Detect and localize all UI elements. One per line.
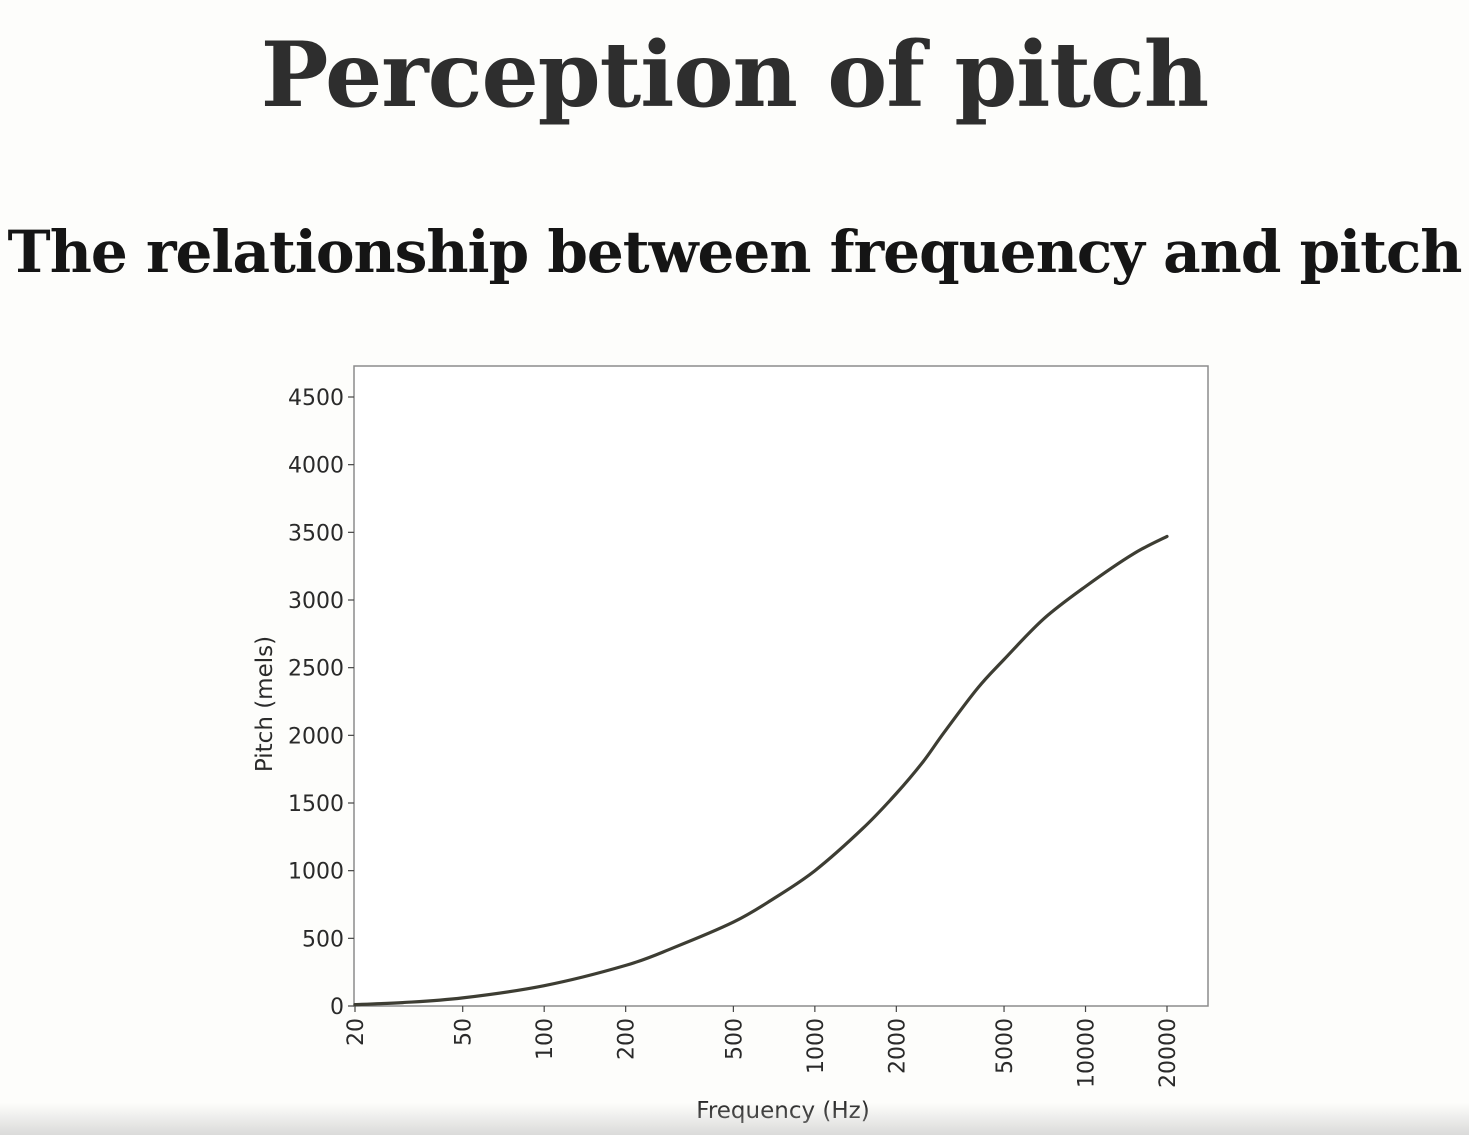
x-tick-label: 5000 [993, 1018, 1018, 1074]
x-tick-label: 100 [533, 1018, 558, 1060]
y-tick-label: 1000 [288, 860, 344, 885]
x-axis-label: Frequency (Hz) [696, 1098, 869, 1124]
y-tick-label: 4000 [288, 454, 344, 479]
y-tick-label: 2500 [288, 657, 344, 682]
x-tick-label: 500 [722, 1018, 747, 1060]
y-tick-label: 2000 [288, 724, 344, 749]
y-tick-label: 500 [302, 927, 344, 952]
x-tick-label: 20 [344, 1018, 369, 1046]
y-tick-label: 0 [330, 995, 344, 1020]
slide-title: Perception of pitch [260, 22, 1210, 128]
y-tick-label: 3000 [288, 589, 344, 614]
y-tick-label: 1500 [288, 792, 344, 817]
x-tick-label: 10000 [1075, 1018, 1100, 1088]
x-tick-label: 200 [615, 1018, 640, 1060]
y-axis-label: Pitch (mels) [252, 636, 278, 772]
slide-subtitle: The relationship between frequency and p… [7, 218, 1463, 286]
x-tick-label: 1000 [804, 1018, 829, 1074]
x-tick-label: 2000 [885, 1018, 910, 1074]
y-tick-label: 4500 [288, 386, 344, 411]
y-tick-label: 3500 [288, 521, 344, 546]
plot-area [353, 365, 1209, 1007]
x-tick-label: 20000 [1156, 1018, 1181, 1088]
x-tick-label: 50 [452, 1018, 477, 1046]
series-line [353, 534, 1169, 1007]
